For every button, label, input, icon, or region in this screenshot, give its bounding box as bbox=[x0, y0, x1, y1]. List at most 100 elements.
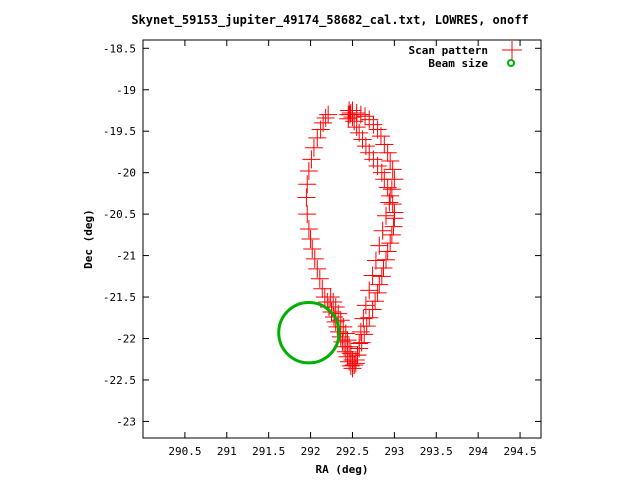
scan-point bbox=[339, 109, 358, 128]
y-tick-label: -19 bbox=[116, 84, 136, 97]
x-tick-label: 292.5 bbox=[336, 445, 369, 458]
scan-point bbox=[350, 334, 369, 353]
y-tick-label: -18.5 bbox=[103, 42, 136, 55]
scan-point bbox=[381, 152, 400, 171]
scan-point bbox=[297, 188, 316, 207]
scan-point bbox=[340, 105, 359, 124]
scan-point bbox=[372, 163, 391, 182]
scan-point bbox=[348, 346, 367, 365]
x-axis-label: RA (deg) bbox=[316, 463, 369, 476]
x-tick-label: 291.5 bbox=[252, 445, 285, 458]
y-tick-label: -20.5 bbox=[103, 208, 136, 221]
scan-point bbox=[363, 266, 382, 285]
x-tick-label: 294.5 bbox=[503, 445, 536, 458]
x-tick-label: 293 bbox=[384, 445, 404, 458]
scan-point bbox=[375, 135, 394, 154]
scan-point bbox=[302, 150, 321, 169]
scan-point bbox=[385, 209, 404, 228]
scan-point bbox=[378, 143, 397, 162]
scan-point bbox=[360, 110, 379, 129]
beam-circle bbox=[277, 301, 341, 365]
scan-pattern-series bbox=[297, 101, 404, 378]
y-tick-label: -19.5 bbox=[103, 125, 136, 138]
scan-point bbox=[353, 130, 372, 149]
scan-point bbox=[356, 107, 375, 126]
legend-marker-scan bbox=[502, 41, 522, 59]
scan-point bbox=[299, 162, 318, 181]
x-tick-label: 294 bbox=[468, 445, 488, 458]
scan-point bbox=[308, 128, 327, 147]
scan-point bbox=[360, 281, 379, 300]
scan-point bbox=[343, 101, 362, 120]
chart-title: Skynet_59153_jupiter_49174_58682_cal.txt… bbox=[131, 13, 528, 28]
scan-point bbox=[364, 150, 383, 169]
scan-point bbox=[321, 288, 340, 307]
scan-point bbox=[331, 311, 350, 330]
scan-point bbox=[340, 337, 359, 356]
legend-label-scan: Scan pattern bbox=[409, 44, 488, 57]
scan-point bbox=[299, 220, 318, 239]
scan-point bbox=[374, 259, 393, 278]
x-tick-label: 290.5 bbox=[168, 445, 201, 458]
scan-point bbox=[364, 115, 383, 134]
scan-point bbox=[298, 205, 317, 224]
scan-point bbox=[319, 105, 338, 124]
y-tick-label: -21 bbox=[116, 250, 136, 263]
x-tick-label: 291 bbox=[217, 445, 237, 458]
scan-point bbox=[336, 342, 355, 361]
legend: Scan pattern Beam size bbox=[409, 41, 522, 70]
scan-point bbox=[366, 292, 385, 311]
scan-point bbox=[380, 193, 399, 212]
scan-point bbox=[311, 120, 330, 139]
scan-point bbox=[371, 127, 390, 146]
scan-point bbox=[326, 297, 345, 316]
scan-point bbox=[303, 239, 322, 258]
legend-label-beam: Beam size bbox=[428, 57, 488, 70]
scan-point bbox=[338, 331, 357, 350]
x-tick-label: 292 bbox=[301, 445, 321, 458]
x-axis: 290.5 291 291.5 292 292.5 293 293.5 294 294.5 bbox=[168, 40, 537, 458]
scan-point bbox=[313, 279, 332, 298]
scan-point bbox=[341, 344, 360, 363]
scan-point bbox=[356, 296, 375, 315]
scan-point bbox=[385, 170, 404, 189]
legend-marker-beam bbox=[507, 59, 515, 67]
scan-point bbox=[366, 251, 385, 270]
scan-point bbox=[384, 217, 403, 236]
scan-point bbox=[372, 267, 391, 286]
scan-point bbox=[301, 230, 320, 248]
plot-area bbox=[142, 39, 542, 439]
y-axis: -18.5 -19 -19.5 -20 -20.5 -21 -21.5 -22 -22.5 -23 bbox=[103, 42, 541, 428]
scan-point bbox=[382, 180, 401, 199]
plot-frame bbox=[142, 39, 542, 439]
y-tick-label: -20 bbox=[116, 167, 136, 180]
scan-point bbox=[298, 175, 317, 194]
y-tick-label: -21.5 bbox=[103, 291, 136, 304]
scan-point bbox=[376, 206, 395, 225]
scan-point bbox=[305, 249, 324, 268]
y-axis-label: Dec (deg) bbox=[82, 209, 95, 269]
scan-point bbox=[368, 120, 387, 139]
scan-point bbox=[316, 108, 335, 127]
scan-point bbox=[331, 327, 350, 346]
scan-point bbox=[350, 123, 369, 142]
y-tick-label: -22.5 bbox=[103, 374, 136, 387]
scan-point bbox=[376, 250, 395, 269]
scan-point bbox=[356, 137, 375, 156]
scan-point bbox=[314, 113, 333, 132]
scan-point bbox=[354, 309, 373, 328]
scan-point bbox=[346, 354, 365, 373]
scan-point bbox=[370, 275, 389, 294]
scan-point bbox=[382, 225, 401, 244]
scan-point bbox=[381, 234, 400, 253]
y-tick-label: -22 bbox=[116, 333, 136, 346]
scan-point bbox=[338, 347, 357, 366]
scan-point bbox=[378, 178, 397, 197]
scan-point bbox=[360, 143, 379, 162]
scan-point bbox=[351, 322, 370, 341]
scan-point bbox=[304, 138, 323, 157]
y-tick-label: -23 bbox=[116, 415, 136, 428]
scan-point bbox=[381, 186, 400, 205]
